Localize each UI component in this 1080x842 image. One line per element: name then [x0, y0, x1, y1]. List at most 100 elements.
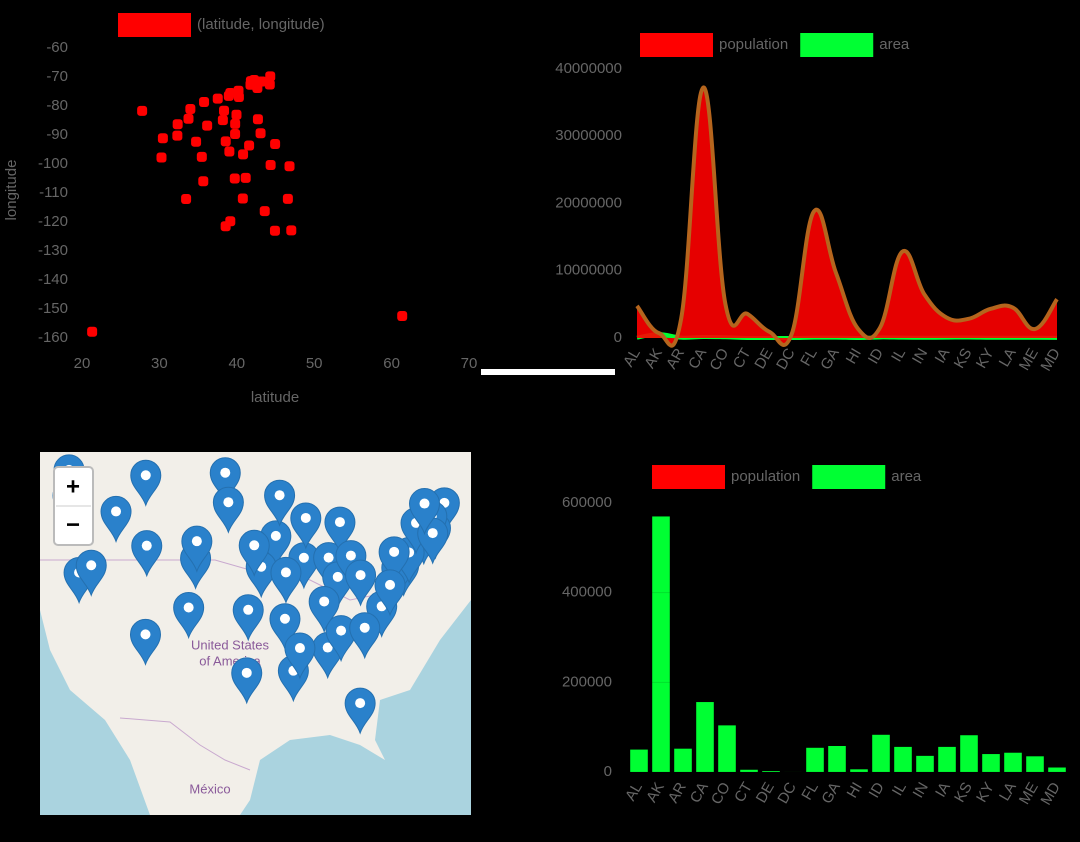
bar — [828, 745, 846, 772]
bar — [1004, 752, 1022, 772]
legend-label: (latitude, longitude) — [197, 16, 325, 33]
marker-dot — [241, 667, 252, 678]
map-marker — [284, 632, 316, 680]
bar — [960, 735, 978, 772]
bar — [982, 754, 1000, 772]
x-tick-label: CA — [687, 779, 712, 806]
bar — [938, 746, 956, 772]
y-tick-label: -100 — [38, 155, 68, 172]
marker-dot — [334, 517, 345, 528]
map-marker — [238, 529, 270, 577]
map-marker — [131, 530, 163, 578]
marker-dot — [427, 528, 438, 539]
marker-dot — [294, 643, 305, 654]
y-tick-label: -70 — [46, 68, 68, 85]
y-tick-label: 30000000 — [555, 127, 622, 144]
marker-pin — [344, 687, 376, 735]
marker-pin — [129, 618, 161, 666]
bar — [916, 755, 934, 772]
point — [270, 138, 281, 149]
point — [157, 133, 168, 144]
y-tick-label: -80 — [46, 97, 68, 114]
point — [198, 176, 209, 187]
map-marker — [264, 479, 296, 527]
map-marker — [269, 603, 301, 651]
marker-pin — [325, 615, 357, 663]
marker-pin — [212, 486, 244, 534]
y-tick-label: 40000000 — [555, 60, 622, 77]
map-marker — [345, 559, 377, 607]
point — [231, 109, 242, 120]
marker-dot — [419, 498, 430, 509]
bar — [872, 734, 890, 772]
point — [230, 128, 241, 139]
point — [156, 152, 167, 163]
x-tick-label: LA — [996, 779, 1020, 803]
legend-swatch — [640, 33, 713, 57]
x-tick-label: HI — [844, 779, 866, 800]
bar — [1026, 756, 1044, 772]
marker-pin — [181, 525, 213, 573]
marker-dot — [298, 552, 309, 563]
y-axis-label: longitude — [3, 160, 20, 221]
marker-pin — [349, 612, 381, 660]
point — [252, 114, 263, 125]
marker-pin — [231, 657, 263, 705]
point — [172, 130, 183, 141]
bar — [894, 746, 912, 772]
x-tick-label: AK — [643, 779, 668, 805]
marker-pin — [131, 530, 163, 578]
point — [284, 161, 295, 172]
x-tick-label: ID — [865, 345, 887, 367]
x-tick-label: 20 — [74, 355, 91, 372]
x-tick-label: IL — [889, 779, 910, 798]
x-tick-label: CT — [730, 345, 755, 371]
marker-pin — [264, 479, 296, 527]
x-tick-label: DE — [753, 779, 778, 806]
point — [255, 128, 266, 139]
marker-pin — [238, 529, 270, 577]
y-tick-label: -110 — [39, 184, 68, 201]
map-marker — [100, 496, 132, 543]
zoom-out[interactable]: − — [66, 511, 80, 538]
legend-swatch — [118, 13, 191, 37]
marker-pin — [378, 536, 410, 584]
point — [238, 149, 249, 160]
map-marker — [290, 502, 322, 550]
point — [259, 206, 270, 217]
marker-pin — [75, 549, 107, 597]
y-tick-label: 400000 — [562, 584, 612, 601]
map-marker — [212, 486, 244, 534]
x-tick-label: HI — [843, 345, 865, 366]
y-tick-label: -90 — [46, 126, 68, 143]
point — [87, 326, 98, 337]
zoom-control: + − — [53, 466, 94, 546]
y-tick-label: 200000 — [562, 673, 612, 690]
bar — [740, 769, 758, 772]
marker-pin — [290, 502, 322, 550]
marker-dot — [322, 642, 333, 653]
y-tick-label: -140 — [38, 271, 68, 288]
marker-dot — [319, 596, 330, 607]
marker-dot — [345, 550, 356, 561]
x-tick-label: GA — [817, 345, 843, 372]
point — [265, 159, 276, 170]
y-tick-label: -120 — [38, 213, 68, 230]
marker-pin — [173, 592, 205, 640]
map-marker — [378, 536, 410, 584]
map-marker — [231, 657, 263, 705]
marker-pin — [284, 632, 316, 680]
bar — [1048, 767, 1066, 772]
point — [185, 104, 196, 115]
x-tick-label: AK — [641, 345, 666, 371]
marker-dot — [359, 622, 370, 633]
zoom-in[interactable]: + — [66, 473, 80, 500]
legend-swatch — [812, 465, 886, 489]
marker-dot — [355, 698, 366, 709]
point — [191, 136, 202, 147]
marker-dot — [111, 506, 122, 517]
x-tick-label: KY — [973, 779, 998, 805]
marker-dot — [323, 552, 334, 563]
x-tick-label: AR — [665, 779, 690, 806]
x-tick-label: AL — [622, 779, 646, 803]
